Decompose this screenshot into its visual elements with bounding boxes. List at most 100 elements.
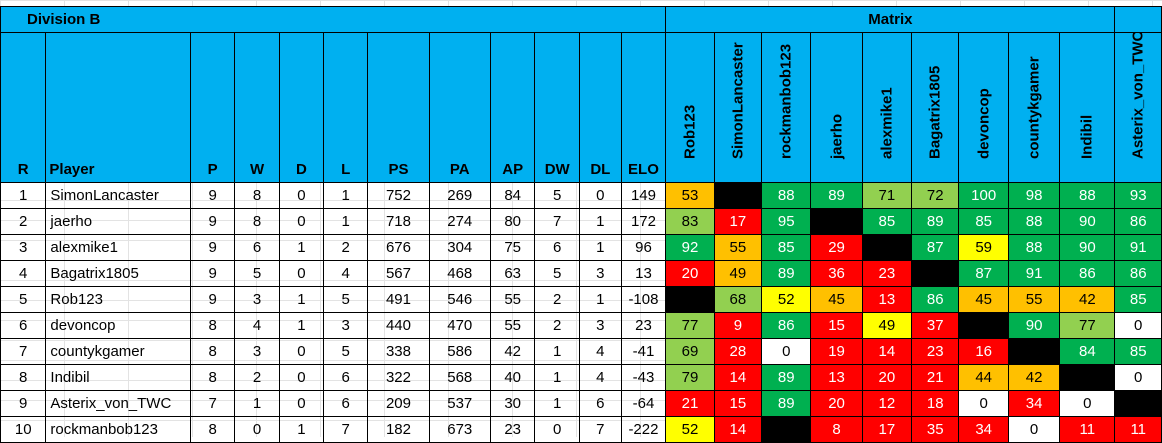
cell-dw: 5 bbox=[534, 260, 581, 287]
cell-r: 3 bbox=[0, 234, 47, 261]
cell-dl: 7 bbox=[579, 416, 622, 443]
matrix-cell: 85 bbox=[1114, 286, 1162, 313]
cell-dw: 5 bbox=[534, 182, 581, 209]
matrix-cell: 87 bbox=[911, 234, 960, 261]
matrix-cell: 83 bbox=[665, 208, 715, 235]
cell-r: 8 bbox=[0, 364, 47, 391]
cell-p: 9 bbox=[190, 208, 236, 235]
cell-ps: 209 bbox=[367, 390, 430, 417]
matrix-cell: 91 bbox=[1007, 260, 1061, 287]
matrix-cell: 19 bbox=[810, 338, 863, 365]
cell-ps: 567 bbox=[367, 260, 430, 287]
cell-l: 3 bbox=[323, 312, 369, 339]
matrix-cell: 52 bbox=[665, 416, 715, 443]
column-header-dl: DL bbox=[579, 32, 622, 183]
column-header-l: L bbox=[323, 32, 369, 183]
matrix-cell: 0 bbox=[1114, 364, 1162, 391]
cell-p: 9 bbox=[190, 182, 236, 209]
matrix-cell: 77 bbox=[665, 312, 715, 339]
cell-pa: 568 bbox=[428, 364, 491, 391]
matrix-header-countykgamer: countykgamer bbox=[1007, 32, 1061, 183]
cell-d: 0 bbox=[278, 182, 325, 209]
cell-d: 1 bbox=[278, 234, 325, 261]
matrix-cell: 89 bbox=[911, 208, 960, 235]
cell-player: rockmanbob123 bbox=[45, 416, 192, 443]
cell-elo: 149 bbox=[620, 182, 667, 209]
matrix-cell: 45 bbox=[810, 286, 863, 313]
matrix-cell: 29 bbox=[810, 234, 863, 261]
matrix-title-end bbox=[1114, 6, 1162, 33]
matrix-cell: 35 bbox=[911, 416, 960, 443]
matrix-cell: 20 bbox=[665, 260, 715, 287]
cell-l: 5 bbox=[323, 286, 369, 313]
cell-l: 2 bbox=[323, 234, 369, 261]
cell-pa: 470 bbox=[428, 312, 491, 339]
column-header-p: P bbox=[190, 32, 236, 183]
column-header-r: R bbox=[0, 32, 47, 183]
cell-w: 8 bbox=[234, 208, 280, 235]
matrix-cell bbox=[1114, 390, 1162, 417]
cell-d: 1 bbox=[278, 286, 325, 313]
cell-ps: 182 bbox=[367, 416, 430, 443]
cell-p: 9 bbox=[190, 260, 236, 287]
matrix-header-label: jaerho bbox=[828, 113, 846, 159]
cell-ps: 338 bbox=[367, 338, 430, 365]
cell-r: 10 bbox=[0, 416, 47, 443]
matrix-cell: 89 bbox=[761, 364, 812, 391]
cell-player: Indibil bbox=[45, 364, 192, 391]
cell-w: 3 bbox=[234, 286, 280, 313]
cell-pa: 274 bbox=[428, 208, 491, 235]
cell-r: 9 bbox=[0, 390, 47, 417]
matrix-cell bbox=[1059, 364, 1116, 391]
cell-elo: 172 bbox=[620, 208, 667, 235]
matrix-cell: 86 bbox=[1114, 260, 1162, 287]
cell-dw: 2 bbox=[534, 312, 581, 339]
cell-elo: -108 bbox=[620, 286, 667, 313]
cell-dl: 6 bbox=[579, 390, 622, 417]
matrix-cell: 17 bbox=[861, 416, 913, 443]
cell-w: 0 bbox=[234, 416, 280, 443]
matrix-cell: 93 bbox=[1114, 182, 1162, 209]
table-row: 3 alexmike1 9 6 1 2 676 304 75 6 1 96 92 55 85 29 87 59 88… bbox=[0, 234, 1162, 261]
cell-ap: 80 bbox=[489, 208, 536, 235]
matrix-cell: 88 bbox=[1007, 234, 1061, 261]
cell-d: 1 bbox=[278, 416, 325, 443]
cell-ap: 84 bbox=[489, 182, 536, 209]
cell-pa: 468 bbox=[428, 260, 491, 287]
matrix-cell: 88 bbox=[1059, 182, 1116, 209]
matrix-cell: 23 bbox=[861, 260, 913, 287]
matrix-header-label: rockmanbob123 bbox=[777, 43, 795, 159]
matrix-cell: 100 bbox=[958, 182, 1009, 209]
matrix-cell: 14 bbox=[713, 416, 763, 443]
column-header-player: Player bbox=[45, 32, 192, 183]
cell-w: 4 bbox=[234, 312, 280, 339]
matrix-header-label: Indibil bbox=[1078, 114, 1096, 159]
column-header-dw: DW bbox=[534, 32, 581, 183]
cell-dw: 1 bbox=[534, 338, 581, 365]
cell-player: SimonLancaster bbox=[45, 182, 192, 209]
matrix-header-label: Asterix_von_TWC bbox=[1129, 32, 1147, 160]
matrix-cell: 53 bbox=[665, 182, 715, 209]
matrix-cell: 36 bbox=[810, 260, 863, 287]
cell-elo: 13 bbox=[620, 260, 667, 287]
matrix-header-asterix_von_twc: Asterix_von_TWC bbox=[1114, 32, 1162, 183]
cell-ap: 23 bbox=[489, 416, 536, 443]
matrix-cell: 0 bbox=[1007, 416, 1061, 443]
cell-w: 5 bbox=[234, 260, 280, 287]
cell-dw: 0 bbox=[534, 416, 581, 443]
cell-player: devoncop bbox=[45, 312, 192, 339]
cell-ap: 42 bbox=[489, 338, 536, 365]
matrix-cell bbox=[810, 208, 863, 235]
matrix-cell: 14 bbox=[861, 338, 913, 365]
cell-r: 6 bbox=[0, 312, 47, 339]
matrix-cell bbox=[911, 260, 960, 287]
cell-player: Rob123 bbox=[45, 286, 192, 313]
cell-dw: 6 bbox=[534, 234, 581, 261]
cell-p: 8 bbox=[190, 364, 236, 391]
cell-player: Asterix_von_TWC bbox=[45, 390, 192, 417]
matrix-cell: 8 bbox=[810, 416, 863, 443]
cell-pa: 304 bbox=[428, 234, 491, 261]
cell-d: 0 bbox=[278, 208, 325, 235]
matrix-cell: 85 bbox=[1114, 338, 1162, 365]
cell-d: 0 bbox=[278, 260, 325, 287]
